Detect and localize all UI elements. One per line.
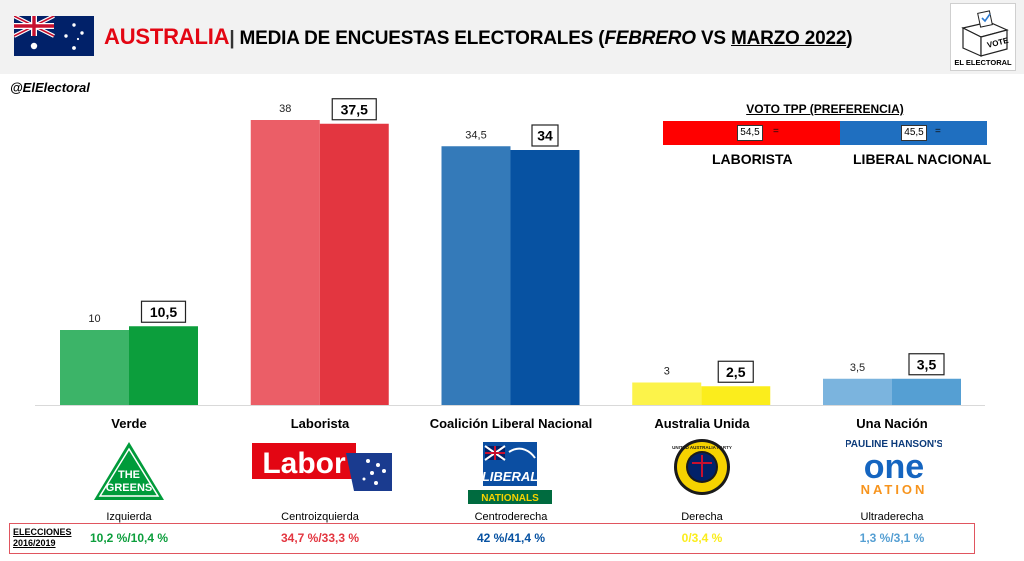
category-label-coalicion: Coalición Liberal Nacional [429, 416, 593, 431]
twitter-handle: @ElElectoral [10, 80, 90, 95]
category-label-verde: Verde [111, 416, 147, 431]
bar-coalicion-feb [441, 146, 511, 405]
elections-row [9, 523, 975, 554]
category-label-laborista: Laborista [290, 416, 350, 431]
labor-logo-text: Labor [262, 447, 346, 480]
uap-logo-text: UNITED AUSTRALIA PARTY [672, 445, 732, 450]
data-label-box-laborista-mar [331, 98, 377, 121]
tpp-value-laborista: 54,5 [737, 125, 763, 141]
united-australia-party-logo: UNITED AUSTRALIA PARTY [672, 439, 732, 495]
bar-australia-unida-mar [701, 386, 771, 405]
one-nation-logo-nation: NATION [861, 482, 928, 497]
tpp-bar: 54,5 = 45,5 = [663, 121, 987, 145]
one-nation-logo: PAULINE HANSON'S one NATION [846, 439, 942, 497]
title-month-1: FEBRERO [604, 28, 696, 49]
bar-verde-feb [60, 330, 129, 405]
tpp-eq-laborista: = [773, 126, 779, 137]
australia-flag-icon [14, 16, 94, 56]
category-label-una-nacion: Una Nación [856, 416, 928, 431]
page-title: AUSTRALIA| MEDIA DE ENCUESTAS ELECTORALE… [104, 24, 853, 50]
elections-label: ELECCIONES 2016/2019 [13, 527, 72, 549]
data-label-una-nacion-feb: 3,5 [850, 362, 865, 374]
tpp-value-liberal-nacional: 45,5 [901, 125, 927, 141]
category-label-australia-unida: Australia Unida [654, 416, 750, 431]
bar-laborista-mar [319, 123, 389, 405]
tpp-label-liberal-nacional: LIBERAL NACIONAL [853, 151, 992, 167]
labor-logo: Labor [252, 443, 392, 491]
data-label-coalicion-mar: 34 [537, 128, 553, 144]
elections-label-line-1: ELECCIONES [13, 527, 72, 537]
elections-value-laborista: 34,7 %/33,3 % [280, 531, 360, 545]
bar-una-nacion-feb [823, 378, 892, 405]
spectrum-label-australia-unida: Derecha [681, 511, 723, 523]
data-label-australia-unida-feb: 3 [664, 366, 670, 378]
title-main: MEDIA DE ENCUESTAS ELECTORALES ( [239, 28, 605, 49]
bar-una-nacion-mar [892, 378, 961, 405]
ballot-box-icon: VOTE [961, 10, 1010, 57]
elections-value-una-nacion: 1,3 %/3,1 % [859, 531, 925, 545]
bar-laborista-feb [250, 120, 320, 405]
elections-value-coalicion: 42 %/41,4 % [476, 531, 546, 545]
data-label-box-una-nacion-mar [908, 353, 945, 376]
spectrum-label-una-nacion: Ultraderecha [860, 511, 924, 523]
data-label-box-australia-unida-mar [717, 360, 754, 383]
spectrum-label-verde: Izquierda [106, 511, 152, 523]
one-nation-logo-top: PAULINE HANSON'S [846, 439, 942, 450]
liberal-logo-text: LIBERAL [482, 469, 538, 484]
spectrum-label-coalicion: Centroderecha [474, 511, 548, 523]
title-vs: VS [695, 28, 731, 49]
header-band: AUSTRALIA| MEDIA DE ENCUESTAS ELECTORALE… [0, 0, 1024, 74]
title-close: ) [846, 28, 853, 49]
title-month-2: MARZO 2022 [730, 28, 847, 49]
bar-verde-mar [129, 326, 198, 405]
tpp-eq-liberal-nacional: = [935, 126, 941, 137]
nationals-logo-text: NATIONALS [481, 493, 539, 504]
data-label-una-nacion-mar: 3,5 [917, 356, 937, 372]
greens-logo-text-2: GREENS [106, 482, 152, 494]
data-label-verde-feb: 10 [88, 313, 100, 325]
bar-australia-unida-feb [632, 382, 702, 405]
bar-coalicion-mar [510, 150, 580, 405]
title-separator: | [229, 28, 235, 49]
one-nation-logo-one: one [864, 448, 924, 486]
greens-logo-text-1: THE [118, 469, 140, 481]
data-label-box-verde-mar [140, 300, 187, 323]
data-label-laborista-feb: 38 [279, 103, 291, 115]
tpp-label-laborista: LABORISTA [712, 151, 793, 167]
el-electoral-logo: VOTE EL ELECTORAL [950, 3, 1016, 71]
elections-value-verde: 10,2 %/10,4 % [89, 531, 169, 545]
title-country: AUSTRALIA [104, 24, 230, 49]
data-label-australia-unida-mar: 2,5 [726, 364, 746, 380]
data-label-box-coalicion-mar [531, 124, 559, 147]
brand-label: EL ELECTORAL [954, 58, 1012, 67]
elections-value-australia-unida: 0/3,4 % [681, 531, 723, 545]
liberal-nationals-logo: LIBERAL NATIONALS [468, 442, 552, 504]
spectrum-label-laborista: Centroizquierda [281, 511, 359, 523]
greens-logo: THE GREENS [94, 442, 164, 500]
data-label-laborista-mar: 37,5 [341, 101, 368, 117]
elections-label-line-2: 2016/2019 [13, 538, 56, 548]
tpp-title: VOTO TPP (PREFERENCIA) [746, 102, 904, 116]
data-label-coalicion-feb: 34,5 [465, 129, 486, 141]
data-label-verde-mar: 10,5 [150, 304, 177, 320]
